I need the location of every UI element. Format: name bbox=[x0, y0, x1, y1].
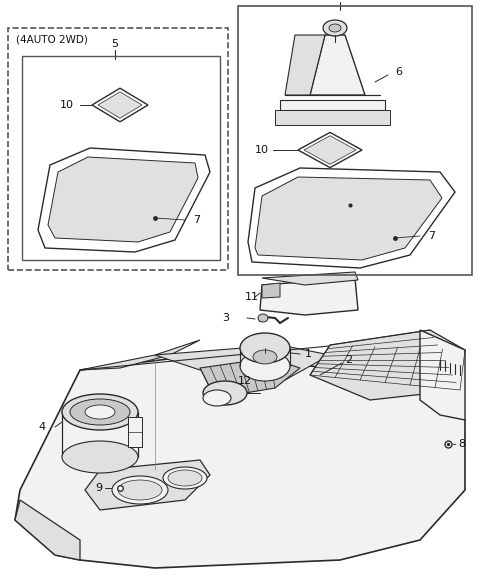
Polygon shape bbox=[298, 132, 362, 167]
Polygon shape bbox=[85, 460, 210, 510]
Ellipse shape bbox=[258, 314, 268, 322]
Text: 7: 7 bbox=[428, 231, 435, 241]
Polygon shape bbox=[255, 177, 442, 260]
Polygon shape bbox=[15, 355, 465, 568]
Bar bbox=[8, 28, 228, 270]
Text: 4: 4 bbox=[38, 422, 45, 432]
Text: 10: 10 bbox=[255, 145, 269, 155]
Ellipse shape bbox=[203, 390, 231, 406]
Polygon shape bbox=[262, 283, 280, 298]
Polygon shape bbox=[200, 358, 300, 398]
Polygon shape bbox=[155, 345, 330, 380]
Polygon shape bbox=[262, 272, 358, 285]
Polygon shape bbox=[285, 35, 325, 95]
Text: 11: 11 bbox=[245, 292, 259, 302]
Text: 2: 2 bbox=[345, 355, 352, 365]
Ellipse shape bbox=[62, 441, 138, 473]
Ellipse shape bbox=[240, 333, 290, 363]
Ellipse shape bbox=[118, 480, 162, 500]
Text: 6: 6 bbox=[395, 67, 402, 77]
Ellipse shape bbox=[323, 20, 347, 36]
Polygon shape bbox=[304, 136, 356, 164]
Polygon shape bbox=[420, 330, 465, 420]
Ellipse shape bbox=[203, 381, 247, 405]
Polygon shape bbox=[38, 148, 210, 252]
Ellipse shape bbox=[85, 405, 115, 419]
Ellipse shape bbox=[168, 470, 202, 486]
Polygon shape bbox=[92, 88, 148, 122]
Ellipse shape bbox=[329, 24, 341, 32]
Text: 9: 9 bbox=[95, 483, 102, 493]
Polygon shape bbox=[310, 330, 465, 400]
Text: 7: 7 bbox=[193, 215, 200, 225]
Text: 10: 10 bbox=[60, 100, 74, 110]
Text: 3: 3 bbox=[222, 313, 229, 323]
Polygon shape bbox=[98, 92, 142, 118]
Polygon shape bbox=[248, 168, 455, 268]
Bar bbox=[238, 6, 472, 275]
Polygon shape bbox=[15, 500, 80, 560]
Polygon shape bbox=[80, 340, 200, 370]
Bar bbox=[22, 56, 220, 260]
Text: 5: 5 bbox=[111, 39, 119, 49]
Polygon shape bbox=[280, 100, 385, 110]
Ellipse shape bbox=[112, 476, 168, 504]
Text: 8: 8 bbox=[458, 439, 465, 449]
Polygon shape bbox=[128, 417, 142, 447]
Text: 12: 12 bbox=[238, 376, 252, 386]
Ellipse shape bbox=[62, 394, 138, 430]
Polygon shape bbox=[260, 278, 358, 315]
Polygon shape bbox=[310, 35, 365, 95]
Ellipse shape bbox=[70, 399, 130, 425]
Ellipse shape bbox=[163, 467, 207, 489]
Polygon shape bbox=[275, 110, 390, 125]
Text: (4AUTO 2WD): (4AUTO 2WD) bbox=[16, 35, 88, 45]
Text: 1: 1 bbox=[305, 349, 312, 359]
Ellipse shape bbox=[253, 350, 277, 364]
Polygon shape bbox=[48, 157, 198, 242]
Ellipse shape bbox=[240, 351, 290, 381]
